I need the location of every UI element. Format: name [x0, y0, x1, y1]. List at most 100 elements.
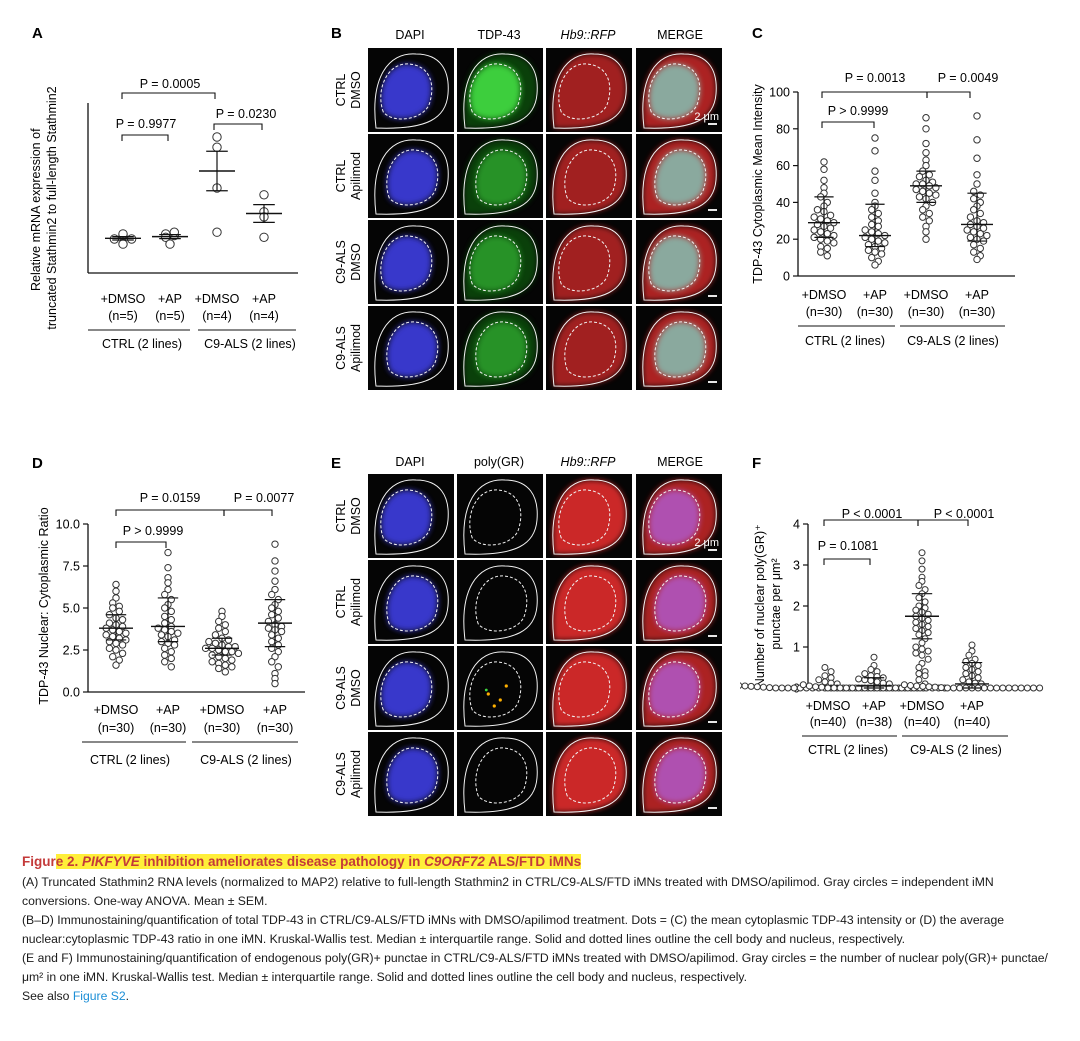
- nucleus-outline: [475, 321, 528, 378]
- row-label-line: CTRL: [334, 74, 348, 107]
- cell-outline: [552, 311, 627, 387]
- micrograph-tile: [457, 220, 543, 304]
- data-point: [211, 631, 220, 639]
- row-label-line: DMSO: [349, 243, 363, 281]
- data-point: [931, 683, 939, 691]
- group-label: +DMSO: [904, 288, 949, 302]
- nucleus-outline: [469, 235, 522, 292]
- data-point: [817, 228, 825, 236]
- data-point: [973, 154, 981, 162]
- group-n: (n=30): [257, 721, 293, 735]
- nucleus-outline: [558, 235, 611, 292]
- dapi-signal: [386, 747, 438, 803]
- data-point: [212, 132, 222, 142]
- group-n: (n=30): [150, 721, 186, 735]
- row-label-line: Apilimod: [349, 324, 363, 372]
- cell-outline: [642, 737, 717, 813]
- cell-outline: [463, 479, 538, 555]
- group-label: +DMSO: [195, 292, 240, 306]
- cell-outline: [642, 139, 717, 215]
- row-label-line: C9-ALS: [334, 240, 348, 284]
- group-n: (n=4): [249, 309, 279, 323]
- data-point: [161, 590, 169, 599]
- nucleus-outline: [654, 575, 707, 632]
- nucleus-outline: [648, 235, 701, 292]
- y-tick-label: 1: [793, 641, 800, 655]
- data-point: [823, 229, 831, 238]
- y-ticks: 0 20 40 60 80 100: [769, 86, 798, 284]
- nucleus-outline: [564, 575, 617, 632]
- data-point: [867, 677, 875, 685]
- dapi-signal: [380, 235, 432, 291]
- row-label-line: C9-ALS: [334, 666, 348, 710]
- y-tick-label: 80: [776, 122, 790, 136]
- nucleus-outline: [469, 661, 522, 718]
- significance-bracket: [926, 91, 971, 98]
- data-point: [228, 663, 236, 671]
- group-n: (n=5): [108, 309, 138, 323]
- data-point: [1017, 684, 1025, 692]
- figure-s2-link[interactable]: Figure S2: [72, 989, 126, 1003]
- data-point: [874, 209, 882, 218]
- caption-title-prefix: Figur: [22, 854, 56, 869]
- p-value: P = 0.0077: [234, 491, 295, 505]
- micrograph-tile: [368, 48, 454, 132]
- data-point: [932, 191, 940, 199]
- column-header: DAPI: [395, 28, 424, 42]
- caption-title-mid: inhibition ameliorates disease pathology…: [139, 854, 425, 869]
- micrograph-tile: 2 μm: [636, 48, 722, 132]
- dapi-signal: [380, 661, 432, 717]
- group-n: (n=4): [202, 309, 232, 323]
- cell-outline: [642, 565, 717, 641]
- cell-outline: [642, 479, 717, 555]
- data-point: [868, 228, 876, 236]
- p-value: P > 0.9999: [828, 104, 889, 118]
- rfp-signal: [552, 225, 627, 301]
- data-point: [999, 684, 1007, 692]
- micrograph-tile: [546, 48, 632, 132]
- caption-paragraph: (E and F) Immunostaining/quantification …: [22, 951, 1048, 984]
- micrograph-tile: [636, 560, 722, 644]
- data-point: [167, 616, 175, 624]
- merge-nucleus: [648, 661, 700, 717]
- rfp-signal: [552, 565, 627, 641]
- nucleus-outline: [558, 489, 611, 546]
- tdp43-nucleus: [469, 235, 521, 291]
- cell-outline: [463, 651, 538, 727]
- data-point: [962, 670, 970, 678]
- micrograph-tile: [457, 560, 543, 644]
- y-ticks: 0.0 2.5 5.0 7.5 10.0: [56, 518, 88, 700]
- y-axis-label: Number of nuclear poly(GR)⁺ punctae per …: [753, 521, 783, 687]
- group-n: (n=5): [155, 309, 185, 323]
- data-point: [956, 684, 964, 692]
- y-tick-label: 40: [776, 196, 790, 210]
- panel-b-micrographs: B DAPI TDP-43 Hb9::RFP MERGE CTRLDMSOCTR…: [331, 25, 722, 390]
- data-point: [855, 675, 863, 683]
- data-point: [164, 563, 172, 572]
- data-point: [112, 639, 120, 647]
- data-point: [915, 172, 924, 181]
- data-point: [966, 233, 975, 242]
- data-point: [112, 661, 120, 669]
- data-point: [973, 136, 981, 144]
- data-point: [937, 684, 945, 692]
- data-point: [950, 684, 958, 692]
- data-point: [919, 682, 927, 690]
- cell-outline: [374, 311, 449, 387]
- micrograph-tile: [546, 646, 632, 730]
- data-point: [823, 244, 831, 253]
- see-also-text: See also: [22, 989, 73, 1003]
- cell-outline: [374, 53, 449, 129]
- significance-bracket: [121, 92, 216, 99]
- data-point: [784, 684, 792, 692]
- row-label-line: CTRL: [334, 160, 348, 193]
- polygr-puncta: [486, 692, 490, 696]
- nucleus-outline: [564, 747, 617, 804]
- data-point: [741, 682, 749, 690]
- data-point: [970, 206, 978, 214]
- nucleus-outline: [386, 575, 439, 632]
- cell-outline: [552, 737, 627, 813]
- data-point: [922, 228, 930, 236]
- nucleus-outline: [386, 321, 439, 378]
- p-value: P = 0.1081: [818, 539, 879, 553]
